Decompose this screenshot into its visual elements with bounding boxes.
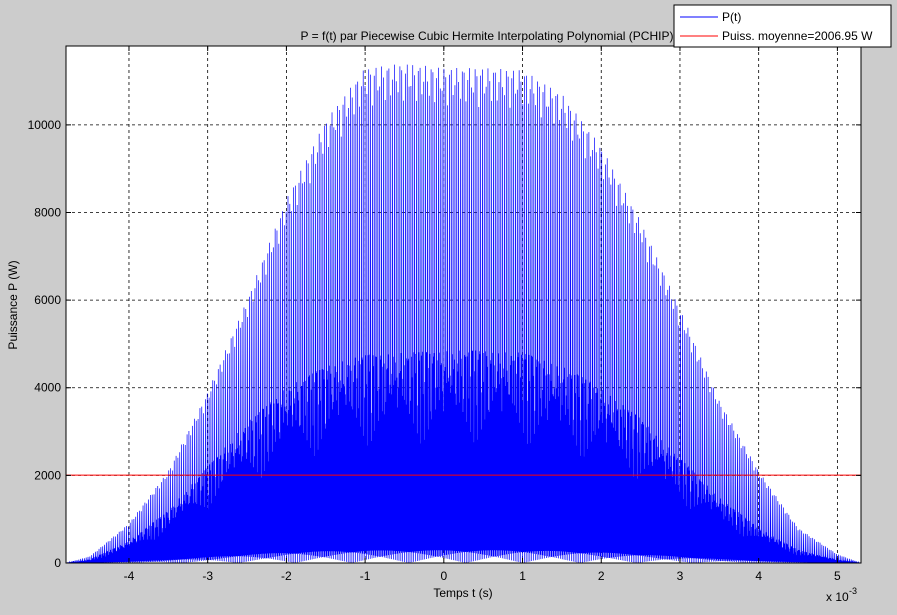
legend-label-pt: P(t) [722,10,741,24]
y-axis-label: Puissance P (W) [6,260,20,349]
x-tick-label: 3 [677,569,684,583]
x-tick-label: -1 [360,569,371,583]
legend: P(t) Puiss. moyenne=2006.95 W [673,4,892,48]
plot-frame [65,45,862,564]
x-tick-label: 5 [834,569,841,583]
y-tick-label: 0 [54,556,61,570]
x-tick-label: 4 [755,569,762,583]
legend-label-mean: Puiss. moyenne=2006.95 W [722,29,873,43]
x-tick-label: 0 [440,569,447,583]
series-layer [66,64,861,563]
x-tick-label: -4 [124,569,135,583]
chart-title: P = f(t) par Piecewise Cubic Hermite Int… [301,29,674,43]
x-exponent-power: -3 [849,586,857,596]
x-exponent-label: x 10 [826,590,849,604]
y-tick-label: 8000 [34,205,61,219]
x-axis-label: Temps t (s) [433,586,492,600]
y-tick-label: 4000 [34,381,61,395]
x-tick-label: 1 [519,569,526,583]
series-pt-line [66,64,861,563]
y-tick-label: 2000 [34,468,61,482]
x-tick-label: 2 [598,569,605,583]
x-tick-label: -3 [202,569,213,583]
y-tick-label: 10000 [28,118,62,132]
ticks: -4 -3 -2 -1 0 1 2 3 4 5 0 2000 4000 6000 8000 10000 [28,46,861,583]
legend-box [673,4,892,48]
x-tick-label: -2 [281,569,292,583]
y-tick-label: 6000 [34,293,61,307]
